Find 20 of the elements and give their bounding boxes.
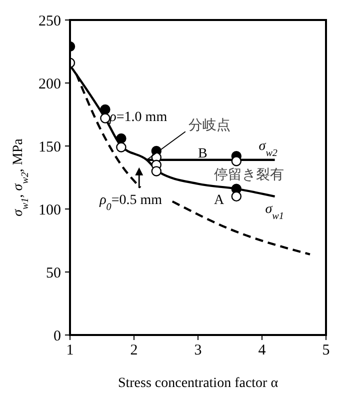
annotation: A (214, 192, 225, 208)
y-tick-label: 0 (54, 328, 61, 344)
y-tick-label: 100 (38, 202, 61, 218)
annotation: σ$_{w1}$ (265, 202, 284, 222)
annotation: 停留き裂有 (214, 166, 284, 183)
annotation: 分岐点 (188, 118, 230, 134)
annotation: σ$_{w2}$ (258, 138, 278, 158)
x-tick-label: 3 (194, 342, 202, 359)
y-tick-label: 150 (38, 139, 61, 156)
x-tick-label: 5 (322, 342, 330, 359)
x-tick-label: 2 (130, 342, 138, 359)
x-axis-title: Stress concentration factor α (118, 376, 279, 391)
x-tick-label: 1 (66, 342, 74, 359)
x-tick-label: 4 (258, 342, 266, 359)
annotation: B (198, 146, 208, 162)
y-tick-label: 50 (46, 265, 61, 282)
annotation: ρ$_{0}$=0.5 mm (98, 192, 162, 212)
annotation: ρ=1.0 mm (108, 110, 168, 125)
y-tick-label: 200 (38, 76, 61, 92)
y-tick-label: 250 (38, 13, 61, 30)
